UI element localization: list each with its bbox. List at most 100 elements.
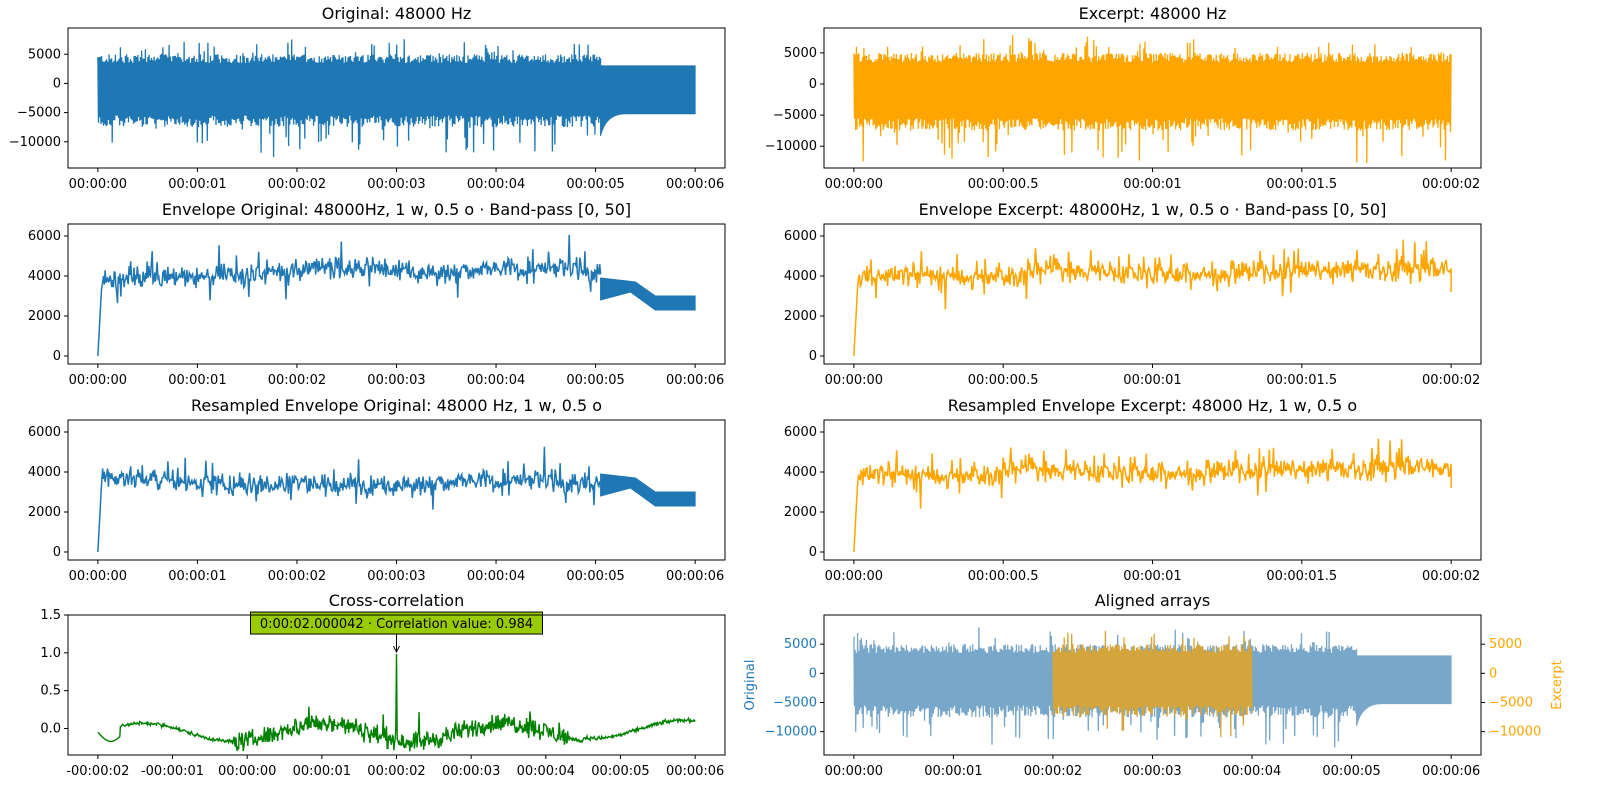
x-tick-label: 00:00:05	[566, 569, 624, 584]
x-tick-label: 00:00:01	[168, 373, 226, 388]
x-tick-label: 00:00:02	[1422, 569, 1480, 584]
x-tick-label: 00:00:01	[1123, 177, 1181, 192]
x-tick-label: 00:00:01.5	[1266, 373, 1337, 388]
x-tick-label: 00:00:01	[1123, 373, 1181, 388]
x-tick-label: 00:00:06	[666, 177, 724, 192]
y-axis-label: Original	[743, 660, 758, 711]
chart-title: Resampled Envelope Excerpt: 48000 Hz, 1 …	[948, 396, 1357, 415]
x-tick-label: -00:00:01	[141, 764, 204, 779]
x-tick-label: 00:00:01	[168, 177, 226, 192]
series-core	[97, 67, 601, 112]
plot-area	[97, 234, 696, 357]
x-tick-label: 00:00:00	[825, 177, 883, 192]
y-tick-label: 0	[809, 666, 817, 681]
y-tick-label: 2000	[28, 505, 61, 520]
x-tick-label: 00:00:00	[825, 569, 883, 584]
x-tick-label: 00:00:06	[666, 569, 724, 584]
plot-area	[853, 627, 1452, 748]
x-tick-label: 00:00:03	[367, 177, 425, 192]
x-tick-label: 00:00:04	[467, 177, 525, 192]
x-tick-label: 00:00:01	[924, 764, 982, 779]
x-tick-label: 00:00:02	[367, 764, 425, 779]
x-tick-label: 00:00:00	[825, 373, 883, 388]
x-tick-label: 00:00:01	[168, 569, 226, 584]
x-tick-label: 00:00:02	[1024, 764, 1082, 779]
y-tick-label: 0	[53, 76, 61, 91]
x-tick-label: 00:00:04	[1223, 764, 1281, 779]
y-tick-label: 2000	[28, 309, 61, 324]
x-tick-label: 00:00:01.5	[1266, 177, 1337, 192]
y-tick-label: −5000	[773, 696, 817, 711]
x-tick-label: 00:00:05	[566, 177, 624, 192]
y-tick-label: 6000	[28, 229, 61, 244]
plot-frame	[823, 223, 1482, 365]
x-tick-label: 00:00:04	[467, 569, 525, 584]
x-tick-label: 00:00:02	[268, 373, 326, 388]
chart-original: Original: 48000 Hz 00:00:00 00:00:01 00:00:…	[9, 4, 726, 192]
y-tick-label: 4000	[28, 465, 61, 480]
chart-env_original: Envelope Original: 48000Hz, 1 w, 0.5 o ·…	[28, 200, 726, 388]
chart-res_excerpt: Resampled Envelope Excerpt: 48000 Hz, 1 …	[784, 396, 1482, 584]
chart-excerpt: Excerpt: 48000 Hz 00:00:00 00:00:00.5 00:00…	[765, 4, 1482, 192]
y-tick-label: 0	[809, 349, 817, 364]
y-tick-label: 0	[53, 349, 61, 364]
plot-area	[853, 239, 1452, 357]
y-tick-label: 6000	[28, 425, 61, 440]
y-tick-label: 2000	[784, 309, 817, 324]
y-tick-label: 0	[809, 545, 817, 560]
y-tick-label: −10000	[765, 139, 817, 154]
y2-tick-label: −10000	[1489, 725, 1541, 740]
plot-area	[97, 39, 696, 158]
y2-axis-label: Excerpt	[1550, 660, 1565, 710]
series-core	[1052, 657, 1253, 702]
x-tick-label: 00:00:06	[666, 373, 724, 388]
plot-area	[853, 438, 1452, 553]
x-tick-label: 00:00:04	[517, 764, 575, 779]
annotation-arrowhead	[393, 645, 400, 654]
series-tail	[600, 65, 696, 137]
y-tick-label: −10000	[765, 725, 817, 740]
x-tick-label: 00:00:01	[1123, 569, 1181, 584]
series-tail	[600, 473, 696, 507]
x-tick-label: 00:00:00	[69, 177, 127, 192]
chart-title: Envelope Original: 48000Hz, 1 w, 0.5 o ·…	[162, 200, 631, 219]
y-tick-label: 0	[53, 545, 61, 560]
x-tick-label: 00:00:01.5	[1266, 569, 1337, 584]
chart-res_original: Resampled Envelope Original: 48000 Hz, 1…	[28, 396, 726, 584]
plot-area	[853, 35, 1452, 164]
series-tail	[1356, 655, 1452, 726]
x-tick-label: -00:00:02	[66, 764, 129, 779]
x-tick-label: 00:00:00	[218, 764, 276, 779]
chart-env_excerpt: Envelope Excerpt: 48000Hz, 1 w, 0.5 o · …	[784, 200, 1482, 388]
chart-title: Cross-correlation	[329, 591, 464, 610]
x-tick-label: 00:00:03	[367, 373, 425, 388]
y-tick-label: 0.5	[40, 684, 61, 699]
y-tick-label: 1.5	[40, 608, 61, 623]
annotation-text: 0:00:02.000042 · Correlation value: 0.98…	[260, 617, 533, 632]
chart-title: Resampled Envelope Original: 48000 Hz, 1…	[191, 396, 602, 415]
x-tick-label: 00:00:00.5	[968, 373, 1039, 388]
y-tick-label: 1.0	[40, 646, 61, 661]
plot-frame	[823, 419, 1482, 561]
x-tick-label: 00:00:02	[1422, 373, 1480, 388]
x-tick-label: 00:00:02	[268, 569, 326, 584]
y-tick-label: 4000	[28, 269, 61, 284]
x-tick-label: 00:00:03	[367, 569, 425, 584]
series-line	[97, 446, 602, 553]
chart-title: Envelope Excerpt: 48000Hz, 1 w, 0.5 o · …	[919, 200, 1387, 219]
x-tick-label: 00:00:00.5	[968, 569, 1039, 584]
chart-title: Aligned arrays	[1095, 591, 1211, 610]
y-tick-label: 5000	[28, 47, 61, 62]
y-tick-label: −10000	[9, 135, 61, 150]
chart-title: Original: 48000 Hz	[322, 4, 472, 23]
x-tick-label: 00:00:01	[293, 764, 351, 779]
series-core	[853, 66, 1452, 114]
x-tick-label: 00:00:00	[69, 373, 127, 388]
x-tick-label: 00:00:03	[1123, 764, 1181, 779]
series-line	[853, 438, 1452, 553]
y-tick-label: 4000	[784, 465, 817, 480]
y-tick-label: 4000	[784, 269, 817, 284]
y-tick-label: 2000	[784, 505, 817, 520]
x-tick-label: 00:00:02	[1422, 177, 1480, 192]
